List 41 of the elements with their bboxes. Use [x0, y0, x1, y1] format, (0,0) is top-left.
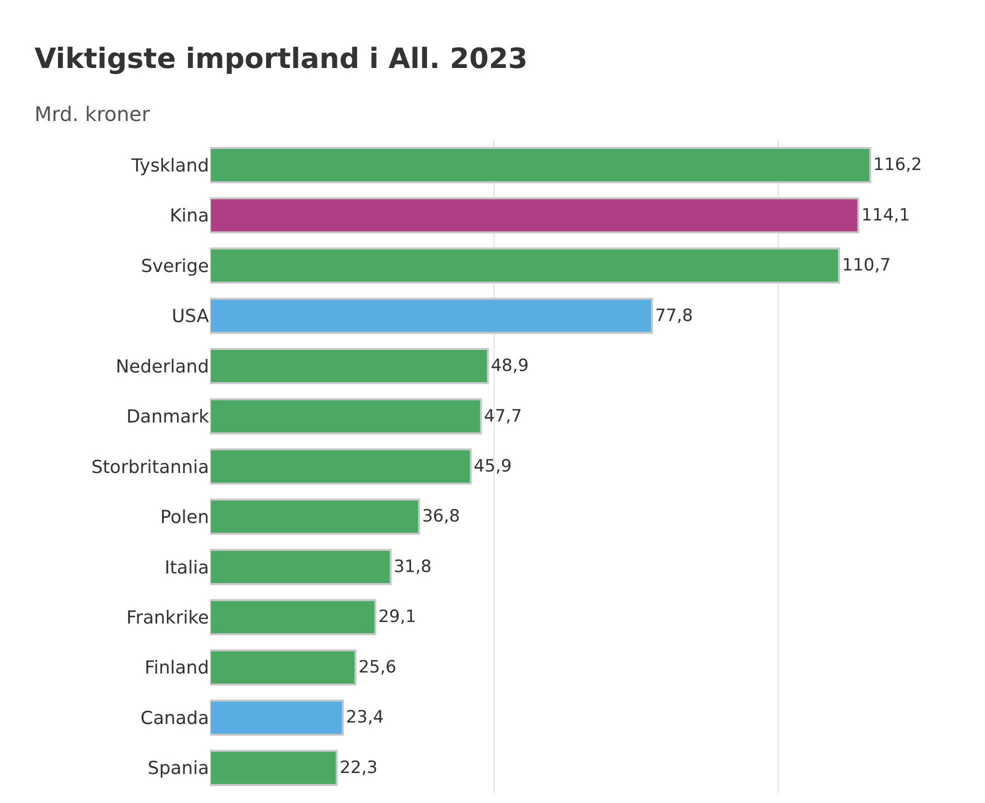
y-tick-label: Storbritannia [91, 456, 209, 478]
bar [210, 398, 482, 434]
bar [210, 197, 860, 234]
y-tick-label: Italia [164, 557, 209, 578]
bar [210, 700, 344, 736]
y-tick-label: Tyskland [130, 155, 209, 176]
bar [210, 348, 489, 384]
data-label: 23,4 [346, 708, 384, 728]
chart-subtitle: Mrd. kroner [34, 102, 151, 126]
y-tick-label: Sverige [140, 256, 209, 277]
data-label: 36,8 [422, 506, 460, 527]
y-tick-label: Spania [148, 758, 209, 780]
bar [210, 599, 376, 636]
data-label: 29,1 [378, 607, 416, 628]
data-label: 114,1 [861, 205, 910, 226]
data-label: 22,3 [340, 758, 378, 778]
data-label: 116,2 [873, 155, 922, 176]
data-label: 25,6 [358, 657, 396, 678]
y-tick-label: Polen [160, 507, 209, 528]
chart-title: Viktigste importland i All. 2023 [34, 42, 528, 75]
y-tick-label: Nederland [116, 356, 209, 378]
data-label: 48,9 [490, 356, 529, 376]
bar [210, 448, 472, 485]
bar [210, 649, 356, 686]
data-label: 77,8 [655, 306, 693, 326]
y-tick-label: USA [172, 306, 210, 328]
y-tick-label: Danmark [126, 406, 210, 428]
y-tick-label: Canada [140, 708, 209, 729]
bar [210, 750, 338, 786]
data-label: 110,7 [842, 256, 891, 276]
bar [210, 548, 392, 586]
bar [210, 147, 872, 184]
y-tick-label: Frankrike [126, 607, 209, 628]
bar [210, 298, 654, 334]
y-tick-label: Kina [170, 206, 209, 227]
y-tick-label: Finland [144, 658, 209, 679]
data-label: 31,8 [394, 556, 432, 577]
data-label: 47,7 [484, 406, 522, 426]
bar [210, 248, 840, 284]
bar [210, 498, 420, 535]
data-label: 45,9 [474, 456, 512, 476]
